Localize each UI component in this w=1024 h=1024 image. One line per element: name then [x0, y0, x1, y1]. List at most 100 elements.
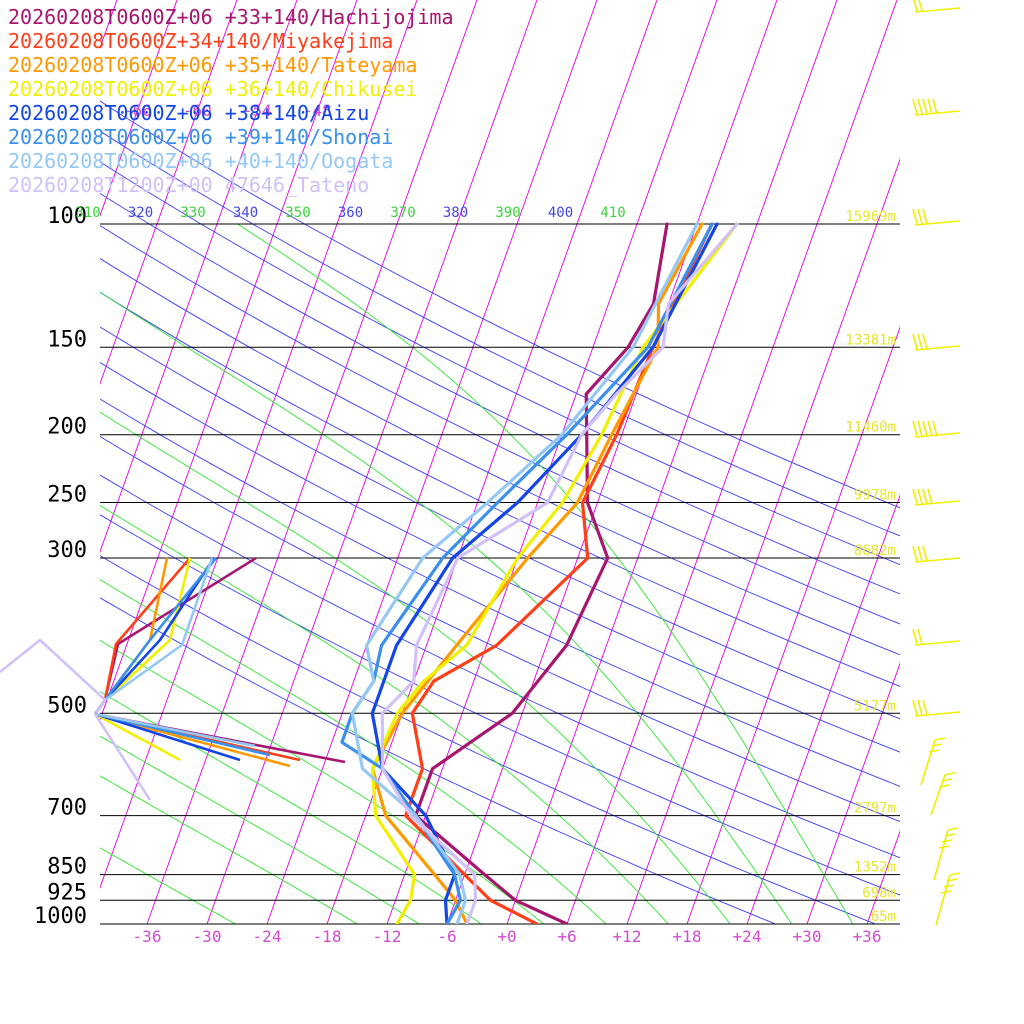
dry-adiabat-line: [100, 161, 900, 566]
upper-temperature-label: -48: [303, 101, 332, 120]
theta-label: 340: [233, 205, 258, 221]
isotherm-line: [987, 0, 1024, 924]
moist-adiabat-line: [100, 775, 359, 924]
lower-profile-segment: [94, 712, 241, 762]
isotherm-line: [100, 0, 178, 217]
dry-adiabat-line: [100, 555, 877, 924]
isotherm-line: [100, 0, 418, 889]
isotherm-line: [626, 158, 900, 924]
dry-adiabat-line: [100, 192, 900, 595]
wind-barb: [912, 699, 961, 717]
moist-adiabat-line: [100, 579, 607, 924]
theta-label: 390: [495, 205, 520, 221]
temperature-tick-label: -12: [373, 927, 402, 946]
wind-barb: [933, 827, 959, 881]
wind-barbs: [912, 0, 961, 926]
height-labels: 15969m 13381m 11460m 9978m 8682m 5177m 2797m 13…: [845, 209, 896, 925]
wind-barb: [913, 0, 961, 13]
theta-label: 380: [443, 205, 468, 221]
moist-adiabat-line: [100, 639, 545, 924]
isotherm-line: [746, 494, 900, 924]
pressure-label: 925: [47, 880, 87, 905]
upper-profile-segment: [93, 557, 191, 715]
height-label: 65m: [871, 909, 896, 925]
dry-adiabat-line: [100, 435, 900, 823]
temperature-profile-line: [350, 222, 699, 924]
lower-profile-segment: [93, 713, 152, 801]
temperature-tick-label: +30: [793, 927, 822, 946]
dry-adiabat-line: [100, 258, 900, 656]
isotherm-line: [446, 0, 778, 924]
isotherm-line: [146, 0, 478, 924]
isotherm-line: [326, 0, 658, 924]
wind-barb: [912, 98, 961, 116]
isotherm-line: [266, 0, 598, 924]
legend: 20260208T0600Z+06 +33+140/Hachijojima202…: [8, 5, 454, 197]
theta-label: 350: [285, 205, 310, 221]
moist-adiabat-line: [100, 847, 237, 924]
height-label: 11460m: [845, 420, 896, 436]
theta-label: 320: [128, 205, 153, 221]
moist-adiabat-line: [237, 223, 854, 924]
legend-entry: 20260208T0600Z+06 +33+140/Hachijojima: [8, 5, 454, 29]
isotherm-line: [506, 0, 838, 924]
lower-profile-segment: [94, 712, 181, 762]
dry-adiabat-line: [100, 597, 777, 924]
height-label: 8682m: [854, 543, 896, 559]
pressure-label: 500: [47, 693, 87, 718]
height-label: 1352m: [854, 860, 896, 876]
theta-label: 400: [548, 205, 573, 221]
pressure-label: 300: [47, 538, 87, 563]
moist-adiabat-lines: [100, 223, 854, 924]
legend-entry: 20260208T0600Z+34+140/Miyakejima: [8, 29, 393, 53]
upper-temperature-label: -54: [243, 101, 272, 120]
isotherm-line: [686, 326, 900, 924]
isobar-lines: [100, 223, 900, 925]
legend-entry: 20260208T0600Z+06 +38+140/Aizu: [8, 101, 369, 125]
theta-label: 330: [180, 205, 205, 221]
dry-adiabat-line: [100, 100, 900, 509]
temperature-tick-label: -18: [313, 927, 342, 946]
legend-entry: 20260208T0600Z+06 +39+140/Shonai: [8, 125, 393, 149]
pressure-label: 100: [47, 204, 87, 229]
isotherm-line: [386, 0, 718, 924]
moist-adiabat-line: [100, 691, 482, 924]
pressure-label: 850: [47, 855, 87, 880]
wind-barb: [912, 628, 961, 646]
height-label: 9978m: [854, 488, 896, 504]
wind-barb: [920, 737, 946, 786]
dry-adiabat-line: [100, 362, 900, 753]
pressure-label: 150: [47, 327, 87, 352]
pressure-label: 700: [47, 796, 87, 821]
dry-adiabat-line: [100, 326, 900, 720]
isotherm-line: [100, 0, 118, 49]
moist-adiabat-line: [100, 504, 669, 924]
upper-profile-segment: [93, 557, 192, 715]
temperature-tick-labels: -36 -30 -24 -18 -12 -6 +0 +6 +12 +18 +24 +30 +36 -66 -…: [123, 101, 882, 946]
temperature-tick-label: -30: [193, 927, 222, 946]
dry-adiabat-line: [100, 474, 900, 859]
temperature-tick-label: +36: [853, 927, 882, 946]
height-label: 5177m: [854, 698, 896, 714]
isotherm-line: [100, 0, 238, 385]
isotherm-line: [100, 0, 298, 553]
dry-adiabat-line: [100, 130, 900, 537]
legend-entry: 20260208T1200Z+00 47646_Tateno: [8, 173, 369, 197]
wind-barb: [912, 333, 961, 351]
isotherm-line: [100, 0, 358, 721]
theta-labels: 310 320 330 340 350 360 370 380 390 400 410: [75, 205, 625, 221]
temperature-profile-line: [370, 222, 704, 924]
pressure-label: 1000: [34, 904, 87, 929]
height-label: 15969m: [845, 209, 896, 225]
theta-label: 410: [600, 205, 625, 221]
theta-label: 370: [390, 205, 415, 221]
legend-entry: 20260208T0600Z+06 +40+140/Oogata: [8, 149, 393, 173]
isotherm-line: [566, 0, 898, 924]
theta-label: 310: [75, 205, 100, 221]
wind-barb: [930, 772, 956, 816]
height-label: 13381m: [845, 332, 896, 348]
theta-label: 360: [338, 205, 363, 221]
temperature-tick-label: -24: [253, 927, 282, 946]
